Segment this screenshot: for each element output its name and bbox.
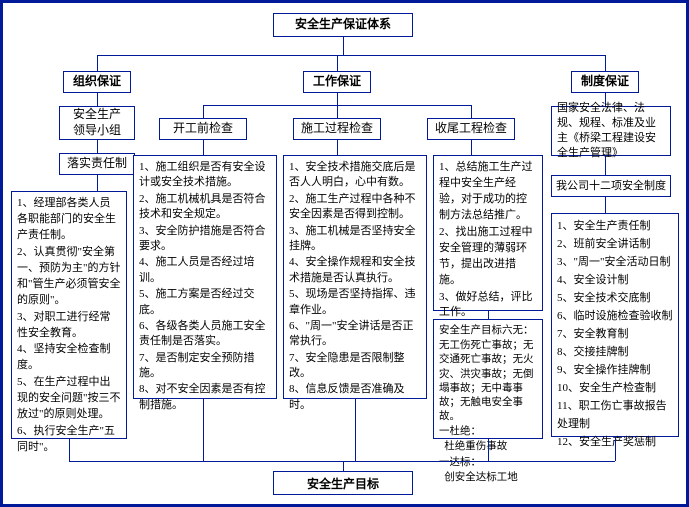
conn (615, 437, 616, 461)
conn (337, 55, 338, 71)
sys-twelve-list: 1、安全生产责任制2、班前安全讲话制3、"周一"安全活动日制4、安全设计制5、安… (551, 213, 679, 437)
list-item: 5、施工方案是否经过交底。 (139, 287, 271, 318)
list-item: 4、施工人员是否经过培训。 (139, 255, 271, 286)
list-item: 2、施工机械机具是否符合技术和安全规定。 (139, 192, 271, 223)
conn (337, 140, 338, 155)
list-item: 4、坚持安全检查制度。 (17, 342, 121, 374)
list-item: 5、在生产过程中出现的安全问题"按三不放过"的原则处理。 (17, 375, 121, 423)
list-item: 3、"周一"安全活动日制 (557, 254, 673, 271)
goal-title: 安全生产目标六无： (439, 324, 537, 338)
conn (97, 55, 605, 56)
goal-line: 创安全达标工地 (439, 471, 537, 485)
conn (203, 140, 204, 155)
branch-sys: 制度保证 (571, 71, 639, 93)
list-item: 2、班前安全讲话制 (557, 236, 673, 253)
conn (605, 197, 606, 213)
work-end-detail: 1、总结施工生产过程中安全生产经验，对于成功的控制方法总结推广。2、找出施工过程… (433, 155, 543, 311)
conn (97, 55, 98, 71)
list-item: 7、安全教育制 (557, 326, 673, 343)
org-group: 安全生产 领导小组 (59, 106, 135, 140)
list-item: 6、"周一"安全讲话是否正常执行。 (289, 319, 421, 350)
list-item: 2、认真贯彻"安全第一、预防为主"的方针和"管生产必须管安全的原则"。 (17, 245, 121, 309)
list-item: 1、安全技术措施交底后是否人人明白，心中有数。 (289, 160, 421, 191)
footer-goal: 安全生产目标 (273, 471, 413, 495)
conn (337, 93, 338, 105)
goal-line: 无工伤死亡事故；无交通死亡事故；无火灾、洪灾事故；无倒塌事故；无中毒事故；无触电… (439, 339, 537, 424)
list-item: 10、安全生产检查制 (557, 380, 673, 397)
work-end: 收尾工程检查 (427, 118, 515, 140)
branch-work: 工作保证 (303, 71, 371, 93)
conn (488, 311, 489, 319)
list-item: 3、对职工进行经常性安全教育。 (17, 310, 121, 342)
list-item: 1、安全生产责任制 (557, 218, 673, 235)
list-item: 8、对不安全因素是否有控制措施。 (139, 382, 271, 413)
conn (488, 439, 489, 461)
list-item: 8、交接挂牌制 (557, 344, 673, 361)
list-item: 7、安全隐患是否限制整改。 (289, 351, 421, 382)
list-item: 5、现场是否坚持指挥、违章作业。 (289, 287, 421, 318)
conn (355, 399, 356, 461)
list-item: 7、是否制定安全预防措施。 (139, 351, 271, 382)
sys-twelve-hdr: 我公司十二项安全制度 (551, 175, 671, 197)
sys-law: 国家安全法律、法规、规程、标准及业主《桥梁工程建设安全生产管理》 (551, 106, 671, 156)
list-item: 6、临时设施检查验收制 (557, 308, 673, 325)
conn (343, 37, 344, 55)
list-item: 3、安全防护措施是否符合要求。 (139, 224, 271, 255)
org-detail: 1、经理部各类人员各职能部门的安全生产责任制。2、认真贯彻"安全第一、预防为主"… (11, 191, 127, 439)
conn (97, 93, 98, 106)
list-item: 6、各级各类人员施工安全责任制是否落实。 (139, 319, 271, 350)
list-item: 4、安全操作规程和安全技术措施是否认真执行。 (289, 255, 421, 286)
list-item: 9、安全操作挂牌制 (557, 362, 673, 379)
conn (337, 105, 338, 118)
conn (471, 140, 472, 155)
conn (69, 439, 70, 461)
work-proc: 施工过程检查 (293, 118, 381, 140)
work-pre: 开工前检查 (159, 118, 247, 140)
conn (203, 399, 204, 461)
conn (69, 461, 615, 462)
list-item: 2、施工生产过程中各种不安全因素是否得到控制。 (289, 192, 421, 223)
conn (97, 140, 98, 153)
list-item: 3、施工机械是否坚持安全挂牌。 (289, 224, 421, 255)
goal-line: 一杜绝： (439, 425, 537, 439)
conn (343, 461, 344, 471)
work-goal: 安全生产目标六无：无工伤死亡事故；无交通死亡事故；无火灾、洪灾事故；无倒塌事故；… (433, 319, 543, 439)
conn (605, 55, 606, 71)
list-item: 4、安全设计制 (557, 272, 673, 289)
conn (203, 105, 204, 118)
list-item: 5、安全技术交底制 (557, 290, 673, 307)
conn (605, 156, 606, 175)
conn (471, 105, 472, 118)
branch-org: 组织保证 (63, 71, 131, 93)
conn (97, 175, 98, 191)
org-resp: 落实责任制 (59, 153, 135, 175)
work-proc-detail: 1、安全技术措施交底后是否人人明白，心中有数。2、施工生产过程中各种不安全因素是… (283, 155, 427, 399)
list-item: 1、总结施工生产过程中安全生产经验，对于成功的控制方法总结推广。 (439, 160, 537, 224)
list-item: 11、职工伤亡事故报告处理制 (557, 398, 673, 432)
list-item: 1、经理部各类人员各职能部门的安全生产责任制。 (17, 196, 121, 244)
list-item: 1、施工组织是否有安全设计或安全技术措施。 (139, 160, 271, 191)
root-box: 安全生产保证体系 (273, 13, 413, 37)
list-item: 2、找出施工过程中安全管理的薄弱环节，提出改进措施。 (439, 225, 537, 289)
work-pre-detail: 1、施工组织是否有安全设计或安全技术措施。2、施工机械机具是否符合技术和安全规定… (133, 155, 277, 399)
